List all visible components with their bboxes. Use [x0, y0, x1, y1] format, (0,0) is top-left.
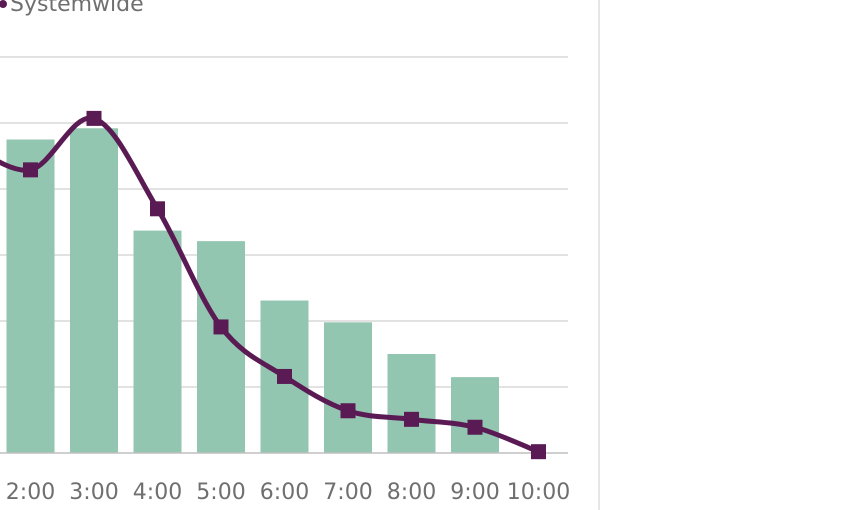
- x-tick-label: 5:00: [196, 480, 245, 505]
- line-point: [404, 411, 419, 427]
- bar: [70, 128, 118, 453]
- x-tick-label: 8:00: [387, 480, 436, 505]
- line-point: [23, 162, 38, 178]
- x-tick-label: 9:00: [450, 480, 499, 505]
- panel-divider: [598, 0, 600, 510]
- bar: [451, 377, 499, 453]
- legend-label: Systemwide: [10, 0, 144, 17]
- line-point: [150, 201, 165, 217]
- bar-series: [6, 128, 499, 453]
- line-point: [213, 319, 229, 335]
- x-tick-label: 6:00: [260, 480, 309, 505]
- line-path: [0, 115, 541, 455]
- x-tick-label: 3:00: [69, 480, 118, 505]
- bar: [133, 230, 182, 453]
- line-point: [467, 419, 483, 435]
- line-point: [531, 444, 546, 460]
- line-point: [340, 403, 356, 419]
- x-tick-label: 10:00: [507, 480, 570, 505]
- x-tick-label: 7:00: [323, 480, 372, 505]
- line-point: [86, 110, 102, 126]
- legend: Systemwide: [0, 0, 144, 17]
- x-tick-label: 2:00: [6, 480, 55, 505]
- line-point: [277, 368, 292, 384]
- x-tick-label: 4:00: [133, 480, 182, 505]
- bar: [387, 354, 436, 453]
- x-tick-labels: 2:00 3:00 4:00 5:00 6:00 7:00 8:00 9:00 10:00: [6, 480, 570, 505]
- line-series: [0, 110, 546, 460]
- legend-marker: [0, 0, 7, 8]
- bar: [324, 322, 372, 453]
- bar: [6, 139, 55, 453]
